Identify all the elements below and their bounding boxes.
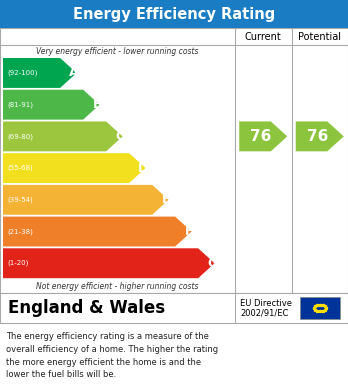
Text: (69-80): (69-80)	[7, 133, 33, 140]
Bar	[0, 0, 348, 28]
Text: England & Wales: England & Wales	[8, 299, 165, 317]
Text: B: B	[92, 98, 102, 111]
Text: 76: 76	[307, 129, 328, 144]
Polygon shape	[3, 58, 77, 88]
Text: (1-20): (1-20)	[7, 260, 29, 267]
Text: (21-38): (21-38)	[7, 228, 33, 235]
Text: (92-100): (92-100)	[7, 70, 37, 76]
Text: C: C	[116, 130, 125, 143]
Text: F: F	[185, 225, 193, 238]
Bar	[0, 293, 348, 323]
Text: Current: Current	[245, 32, 282, 41]
Text: 76: 76	[250, 129, 271, 144]
Bar	[300, 297, 340, 319]
Text: (39-54): (39-54)	[7, 197, 33, 203]
Bar	[0, 28, 348, 293]
Polygon shape	[3, 185, 168, 215]
Text: Not energy efficient - higher running costs: Not energy efficient - higher running co…	[36, 282, 199, 291]
Text: (55-68): (55-68)	[7, 165, 33, 171]
Text: EU Directive: EU Directive	[240, 299, 292, 308]
Polygon shape	[3, 153, 145, 183]
Polygon shape	[296, 122, 344, 151]
Text: The energy efficiency rating is a measure of the
overall efficiency of a home. T: The energy efficiency rating is a measur…	[6, 332, 218, 379]
Text: G: G	[207, 257, 217, 270]
Polygon shape	[239, 122, 287, 151]
Text: A: A	[69, 66, 79, 79]
Text: D: D	[138, 161, 148, 175]
Polygon shape	[3, 248, 215, 278]
Text: E: E	[162, 193, 171, 206]
Text: Very energy efficient - lower running costs: Very energy efficient - lower running co…	[36, 47, 199, 56]
Text: (81-91): (81-91)	[7, 101, 33, 108]
Text: 2002/91/EC: 2002/91/EC	[240, 308, 288, 317]
Polygon shape	[3, 217, 192, 246]
Text: Potential: Potential	[298, 32, 341, 41]
Text: Energy Efficiency Rating: Energy Efficiency Rating	[73, 7, 275, 22]
Polygon shape	[3, 122, 122, 151]
Polygon shape	[3, 90, 100, 120]
